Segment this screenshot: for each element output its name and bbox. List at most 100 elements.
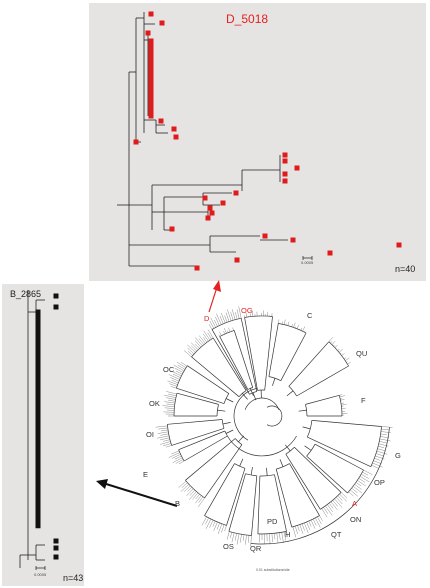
main-tree-tip (187, 344, 196, 353)
main-tree-backbone (266, 405, 283, 427)
main-tree-tip (205, 517, 209, 525)
panel-b-tip-marker (35, 504, 41, 510)
main-tree-tip (274, 533, 276, 540)
panel-d-tip-marker (169, 226, 175, 232)
main-tree-tip (224, 525, 227, 532)
main-tree-branch (228, 473, 246, 532)
main-tree-tip (349, 489, 358, 497)
main-tree-tip (287, 321, 290, 326)
main-tree-tip (242, 534, 245, 541)
main-tree-tip (375, 453, 384, 456)
main-tree-tip (160, 433, 169, 436)
main-tree-tip (209, 520, 214, 528)
panel-d-tip-marker (282, 171, 288, 177)
main-tree-tip (372, 462, 383, 468)
main-tree-tip (245, 312, 247, 318)
panel-d-tip-marker (234, 257, 240, 263)
main-tree-tip (228, 327, 231, 332)
panel-b-tree (19, 290, 45, 568)
main-tree-tip (286, 531, 288, 538)
main-tree-clade-arc (173, 393, 178, 417)
main-tree-tip (328, 337, 334, 342)
main-tree-tip (189, 489, 195, 496)
main-tree-stem (304, 445, 312, 451)
main-tree-tip (194, 340, 202, 348)
main-tree-tip (379, 441, 387, 444)
main-tree-backbone (227, 435, 297, 457)
main-tree-tip (334, 498, 343, 508)
main-tree-clade-arc (211, 317, 242, 330)
main-tree-tip (336, 497, 343, 505)
clade-label-a: A (352, 499, 358, 508)
panel-b-tip-marker (35, 471, 41, 476)
panel-b-tip-marker (53, 545, 59, 551)
main-tree-tip (198, 338, 205, 345)
main-tree-stem (242, 393, 248, 400)
main-tree-tip (230, 312, 234, 321)
main-tree-tip (195, 495, 202, 504)
main-tree-tip (216, 313, 222, 325)
main-tree-tip (358, 478, 366, 483)
main-tree-tip (178, 460, 185, 465)
main-tree-tip (340, 402, 345, 404)
main-tree-tip (177, 364, 186, 370)
main-tree-tip (166, 403, 175, 406)
main-tree-tip (279, 532, 281, 540)
main-tree-tip (371, 465, 379, 469)
main-tree-tip (252, 310, 254, 317)
panel-d-tip-marker (148, 93, 154, 99)
main-tree-tip (205, 518, 212, 529)
main-tree-tip (203, 333, 209, 342)
main-tree-tip (208, 324, 213, 330)
main-tree-tip (236, 309, 240, 319)
main-tree-tip (221, 312, 226, 324)
main-tree-tip (166, 391, 177, 395)
main-tree-tip (334, 344, 338, 348)
main-tree-tip (223, 331, 225, 335)
main-tree-tip (331, 340, 336, 345)
main-tree-stem (225, 429, 234, 434)
main-tree-tip (312, 518, 317, 526)
panel-d-tip-marker (290, 237, 296, 243)
panel-d-tip-marker (262, 233, 268, 239)
clade-label-op: OP (374, 478, 385, 487)
panel-d-tip-marker (148, 108, 154, 114)
main-tree-clade-arc (224, 430, 228, 437)
main-tree-tip (174, 367, 184, 373)
main-tree-tip (178, 480, 187, 488)
main-tree-branch (212, 337, 247, 391)
panel-b-tip-marker (35, 523, 41, 529)
main-tree-branch (275, 469, 293, 528)
scale-bar-b (35, 566, 46, 570)
panel-b-background (2, 284, 84, 586)
panel-b-tip-marker (35, 480, 41, 486)
main-tree-stem (249, 388, 254, 396)
panel-b-tip-marker (35, 409, 41, 415)
panel-d-tip-marker (158, 118, 164, 124)
main-tree-tip (295, 326, 297, 329)
main-tree-tip (234, 533, 237, 541)
main-tree-tip (339, 493, 347, 502)
main-tree-tip (173, 364, 185, 372)
main-tree-tip (352, 486, 363, 494)
panel-d-tip-marker (173, 134, 179, 140)
panel-d-tip-marker (148, 38, 154, 44)
main-tree-tip (160, 429, 169, 432)
clade-label-f: F (361, 396, 366, 405)
main-tree-tip (380, 433, 387, 436)
main-tree-tip (379, 438, 391, 442)
main-tree-tip (164, 407, 175, 409)
main-tree-tip (355, 482, 362, 487)
main-tree-tip (276, 533, 279, 543)
panel-d-tip-marker (148, 11, 154, 17)
panel-b-tip-marker (35, 433, 41, 438)
main-tree-branch (268, 323, 279, 377)
main-tree-stem (222, 422, 231, 425)
panel-b-scale-label: 0.0005 (34, 572, 47, 577)
main-tree-tip (168, 393, 177, 397)
panel-b-tip-marker (35, 461, 41, 467)
panel-b-count: n=43 (63, 573, 84, 583)
panel-d-tip-marker (207, 205, 213, 211)
main-tree-tip (321, 508, 328, 518)
main-tree-tip (195, 494, 200, 500)
